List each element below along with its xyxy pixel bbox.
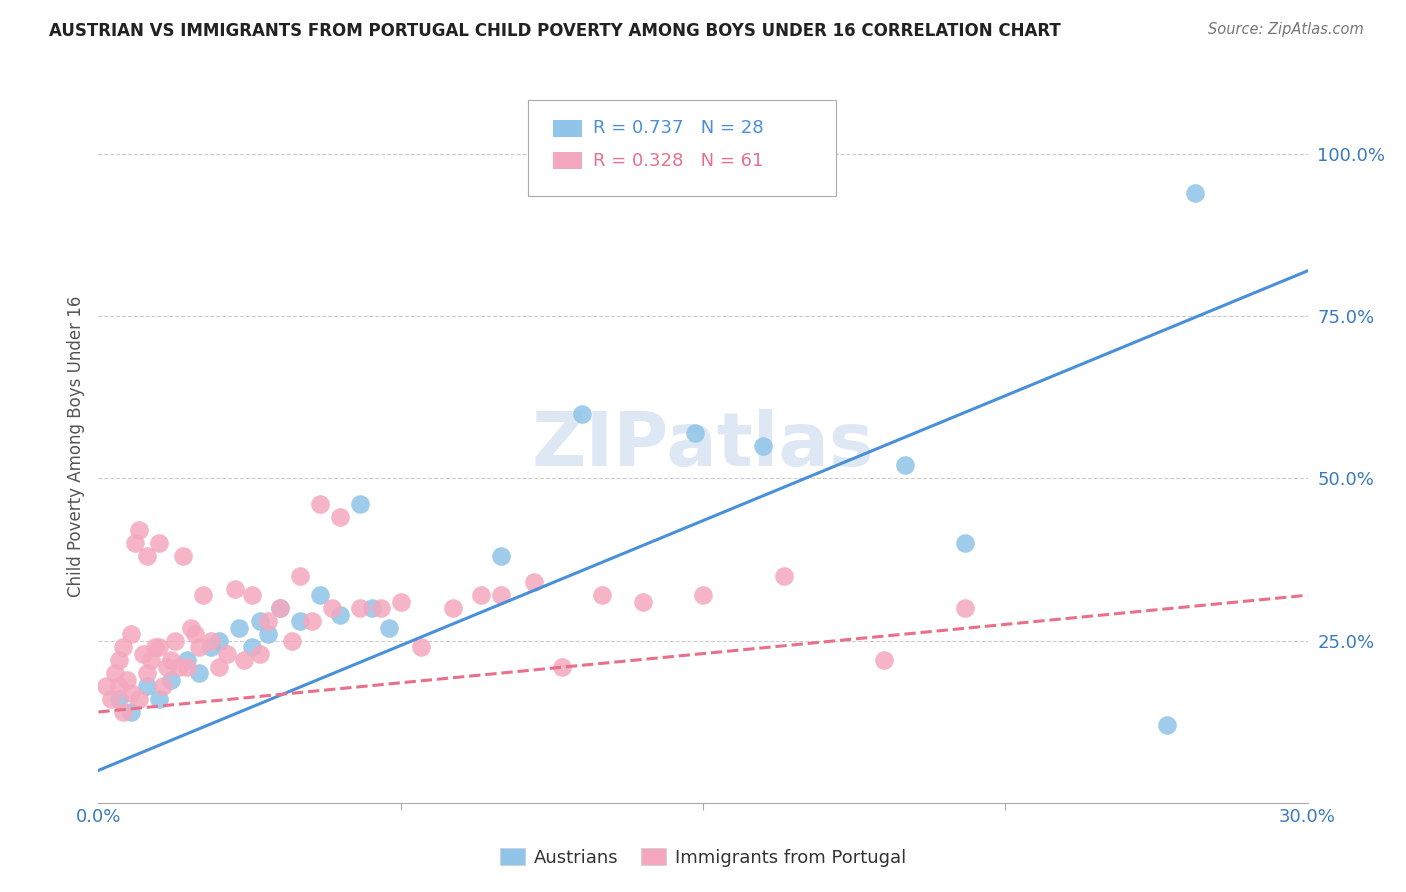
Point bbox=[551, 659, 574, 673]
Point bbox=[349, 601, 371, 615]
Point bbox=[188, 666, 211, 681]
Text: R = 0.328   N = 61: R = 0.328 N = 61 bbox=[593, 152, 763, 169]
Point bbox=[167, 659, 190, 673]
Point bbox=[208, 659, 231, 673]
Point bbox=[228, 621, 250, 635]
FancyBboxPatch shape bbox=[553, 152, 582, 169]
Point bbox=[953, 536, 976, 550]
Point bbox=[301, 614, 323, 628]
Point bbox=[100, 692, 122, 706]
Text: ZIPatlas: ZIPatlas bbox=[531, 409, 875, 483]
Point bbox=[184, 627, 207, 641]
Point bbox=[148, 640, 170, 654]
Point bbox=[124, 536, 146, 550]
Point bbox=[176, 653, 198, 667]
Point bbox=[160, 653, 183, 667]
Point bbox=[115, 673, 138, 687]
Point bbox=[256, 627, 278, 641]
Point bbox=[491, 588, 513, 602]
Point bbox=[139, 653, 162, 667]
Point bbox=[240, 588, 263, 602]
Text: Source: ZipAtlas.com: Source: ZipAtlas.com bbox=[1208, 22, 1364, 37]
Point bbox=[249, 647, 271, 661]
Point bbox=[180, 621, 202, 635]
Point bbox=[752, 439, 775, 453]
Point bbox=[176, 659, 198, 673]
Point bbox=[135, 666, 157, 681]
Point bbox=[288, 614, 311, 628]
Point bbox=[409, 640, 432, 654]
Point bbox=[217, 647, 239, 661]
Text: R = 0.737   N = 28: R = 0.737 N = 28 bbox=[593, 120, 763, 137]
Point bbox=[232, 653, 254, 667]
Point bbox=[281, 633, 304, 648]
Point bbox=[120, 685, 142, 699]
Legend: Austrians, Immigrants from Portugal: Austrians, Immigrants from Portugal bbox=[492, 841, 914, 874]
FancyBboxPatch shape bbox=[553, 120, 582, 137]
Point bbox=[135, 549, 157, 564]
Point bbox=[111, 640, 134, 654]
Point bbox=[128, 692, 150, 706]
Point bbox=[256, 614, 278, 628]
Point bbox=[249, 614, 271, 628]
Point bbox=[152, 679, 174, 693]
Point bbox=[329, 607, 352, 622]
Point bbox=[349, 497, 371, 511]
Point bbox=[683, 425, 706, 440]
Point bbox=[200, 633, 222, 648]
Point bbox=[893, 458, 915, 473]
Point bbox=[107, 679, 129, 693]
Point bbox=[132, 647, 155, 661]
Point bbox=[269, 601, 291, 615]
Point bbox=[370, 601, 392, 615]
Point bbox=[309, 588, 332, 602]
Point bbox=[120, 627, 142, 641]
Point bbox=[135, 679, 157, 693]
Point bbox=[389, 595, 412, 609]
Point bbox=[160, 673, 183, 687]
Point bbox=[208, 633, 231, 648]
FancyBboxPatch shape bbox=[527, 100, 837, 196]
Point bbox=[163, 633, 186, 648]
Point bbox=[470, 588, 492, 602]
Point bbox=[148, 692, 170, 706]
Point bbox=[107, 692, 129, 706]
Point bbox=[329, 510, 352, 524]
Point bbox=[107, 653, 129, 667]
Point bbox=[156, 659, 179, 673]
Point bbox=[953, 601, 976, 615]
Point bbox=[103, 666, 125, 681]
Point bbox=[591, 588, 613, 602]
Point bbox=[200, 640, 222, 654]
Point bbox=[193, 588, 215, 602]
Point bbox=[224, 582, 246, 596]
Point bbox=[361, 601, 384, 615]
Point bbox=[571, 407, 593, 421]
Point bbox=[288, 568, 311, 582]
Point bbox=[269, 601, 291, 615]
Point bbox=[523, 575, 546, 590]
Point bbox=[111, 705, 134, 719]
Point bbox=[491, 549, 513, 564]
Point bbox=[631, 595, 654, 609]
Point bbox=[772, 568, 794, 582]
Point bbox=[321, 601, 343, 615]
Point bbox=[188, 640, 211, 654]
Point bbox=[441, 601, 464, 615]
Point bbox=[148, 536, 170, 550]
Point bbox=[240, 640, 263, 654]
Y-axis label: Child Poverty Among Boys Under 16: Child Poverty Among Boys Under 16 bbox=[66, 295, 84, 597]
Point bbox=[120, 705, 142, 719]
Point bbox=[172, 549, 194, 564]
Point bbox=[309, 497, 332, 511]
Point bbox=[1184, 186, 1206, 200]
Point bbox=[1156, 718, 1178, 732]
Text: AUSTRIAN VS IMMIGRANTS FROM PORTUGAL CHILD POVERTY AMONG BOYS UNDER 16 CORRELATI: AUSTRIAN VS IMMIGRANTS FROM PORTUGAL CHI… bbox=[49, 22, 1062, 40]
Point bbox=[143, 640, 166, 654]
Point bbox=[692, 588, 714, 602]
Point bbox=[128, 524, 150, 538]
Point bbox=[96, 679, 118, 693]
Point bbox=[377, 621, 399, 635]
Point bbox=[873, 653, 896, 667]
